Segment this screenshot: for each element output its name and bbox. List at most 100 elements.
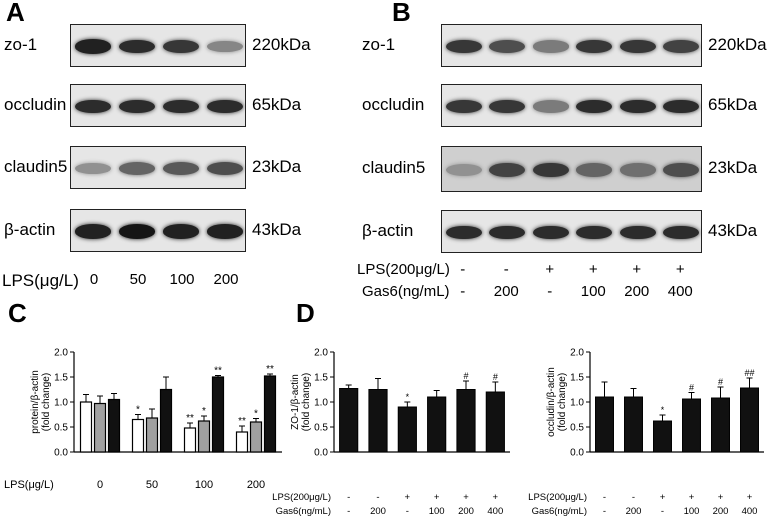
x-tick-label: 100: [195, 479, 213, 491]
blot-band: [162, 99, 200, 114]
blot-strip: [441, 146, 702, 192]
bar: [211, 376, 225, 453]
y-tick-label: 2.0: [570, 348, 584, 359]
lane-label: +: [545, 261, 555, 278]
protein-label: β-actin: [362, 220, 414, 240]
y-tick-label: 1.5: [570, 373, 584, 384]
gas6-value: 400: [742, 506, 758, 517]
bar: [339, 388, 359, 453]
blot-strip: [441, 84, 702, 127]
bar: [249, 421, 263, 453]
molecular-weight-label: 65kDa: [252, 94, 302, 114]
lps-value: +: [718, 492, 724, 503]
bar: [711, 397, 730, 453]
protein-label: zo-1: [362, 34, 396, 54]
blot-band: [532, 40, 569, 53]
blot-band: [619, 225, 656, 240]
blot-band: [206, 224, 244, 239]
blot-band: [489, 162, 526, 178]
bar: [107, 398, 121, 453]
blot-band: [445, 39, 482, 54]
blot-band: [532, 162, 569, 178]
gas6-value: 200: [713, 506, 729, 517]
lane-label: -: [503, 261, 509, 278]
blot-band: [74, 162, 112, 175]
blot-band: [576, 99, 613, 114]
bar: [183, 427, 197, 453]
blot-band: [162, 224, 200, 239]
significance-mark: #: [718, 377, 723, 387]
blot-band: [74, 39, 112, 54]
lane-label: +: [588, 261, 598, 278]
y-tick-label: 1.0: [54, 398, 68, 409]
bar: [595, 396, 614, 453]
x-tick-label: 50: [146, 479, 158, 491]
lps-value: +: [660, 492, 666, 503]
lane-label: -: [547, 283, 553, 300]
lane-label: 100: [580, 283, 606, 300]
chart-d-zo1: 0.0 0.5 1.0 1.5 2.0 ZO-1/β-actin(fold change)…: [272, 348, 510, 517]
molecular-weight-label: 65kDa: [708, 94, 758, 114]
y-tick-label: 0.0: [570, 448, 584, 459]
significance-mark: **: [214, 366, 222, 377]
y-tick-label: 1.0: [570, 398, 584, 409]
bar: [397, 406, 417, 453]
y-tick-label: 2.0: [54, 348, 68, 359]
blot-strip: [70, 146, 246, 189]
molecular-weight-label: 43kDa: [252, 219, 302, 239]
gas6-row-label: Gas6(ng/mL): [276, 506, 331, 517]
protein-label: occludin: [4, 94, 67, 114]
blot-band: [619, 99, 656, 114]
bar: [93, 402, 107, 453]
y-tick-label: 1.0: [314, 398, 328, 409]
y-tick-label: 1.5: [314, 373, 328, 384]
blot-strip: [70, 209, 246, 252]
bar: [197, 420, 211, 453]
blot-band: [206, 99, 244, 114]
y-tick-label: 2.0: [314, 348, 328, 359]
gas6-value: -: [661, 506, 664, 517]
protein-label: zo-1: [4, 34, 38, 54]
significance-mark: *: [661, 405, 665, 415]
significance-mark: #: [493, 372, 498, 382]
gas6-row-label: Gas6(ng/mL): [532, 506, 587, 517]
panel-a-lps-values: 0 50 100 200: [0, 271, 300, 291]
molecular-weight-label: 220kDa: [708, 34, 767, 54]
gas6-value: 400: [487, 506, 503, 517]
blot-band: [576, 163, 613, 177]
y-tick-label: 0.5: [570, 423, 584, 434]
gas6-value: 100: [684, 506, 700, 517]
panel-letter-d: D: [296, 298, 315, 328]
blot-band: [118, 39, 156, 54]
protein-label: claudin5: [362, 158, 426, 177]
blot-band: [162, 162, 200, 175]
gas6-value: 200: [626, 506, 642, 517]
bar: [427, 396, 447, 453]
y-axis-label: protein/β-actin(fold change): [30, 370, 52, 434]
lps-value: -: [632, 492, 635, 503]
significance-mark: *: [254, 409, 258, 420]
bar: [145, 417, 159, 453]
lps-value: +: [434, 492, 440, 503]
lane-label: -: [460, 283, 466, 300]
blot-band: [206, 40, 244, 53]
lane-label: 50: [129, 271, 147, 288]
bar: [79, 401, 93, 453]
lps-value: +: [689, 492, 695, 503]
bar: [263, 375, 277, 453]
gas6-value: -: [347, 506, 350, 517]
bar: [624, 396, 643, 453]
bar: [485, 391, 505, 453]
blot-band: [576, 225, 613, 240]
blot-band: [206, 161, 244, 176]
bar: [159, 388, 173, 453]
panel-letter-b: B: [392, 0, 411, 27]
blot-strip: [441, 210, 702, 253]
lane-label: -: [460, 261, 466, 278]
blot-band: [162, 39, 200, 54]
y-tick-label: 0.0: [54, 448, 68, 459]
blot-band: [445, 99, 482, 114]
lps-value: +: [463, 492, 469, 503]
blot-band: [663, 99, 700, 114]
